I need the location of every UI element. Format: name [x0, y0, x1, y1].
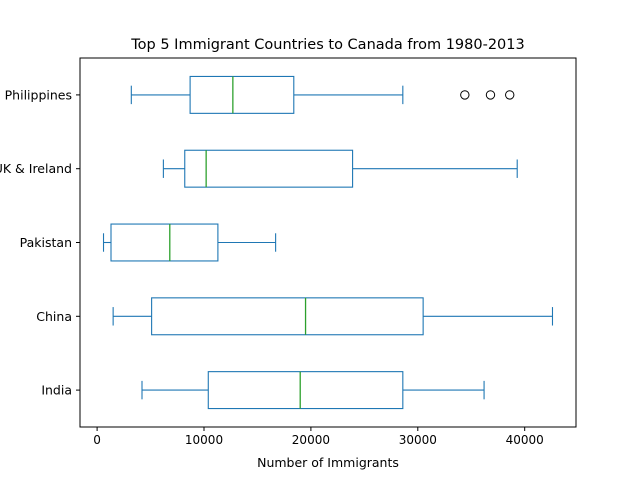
x-tick-label-40000: 40000: [506, 433, 544, 447]
iqr-box-philippines: [189, 75, 295, 114]
outlier-philippines-1: [485, 90, 496, 100]
outlier-philippines-0: [460, 90, 470, 100]
box-philippines: [130, 75, 515, 114]
box-china: [112, 297, 554, 336]
outlier-philippines-2: [505, 90, 515, 100]
y-axis: India China Pakistan UK & Ireland Philippine…: [0, 87, 80, 398]
iqr-box-pakistan: [110, 223, 219, 262]
box-uk-ireland: [162, 149, 518, 188]
x-axis: 0 10000 20000 30000 40000: [93, 427, 544, 447]
iqr-box-india: [207, 371, 404, 410]
box-india: [141, 371, 485, 410]
x-tick-label-30000: 30000: [399, 433, 437, 447]
plot-area: [102, 75, 554, 410]
y-tick-label-uk-ireland: UK & Ireland: [0, 161, 72, 176]
x-tick-label-20000: 20000: [292, 433, 330, 447]
iqr-box-china: [151, 297, 424, 336]
x-tick-label-0: 0: [93, 433, 101, 447]
y-tick-label-india: India: [41, 383, 72, 398]
iqr-box-uk-ireland: [184, 149, 354, 188]
x-tick-label-10000: 10000: [185, 433, 223, 447]
y-tick-label-china: China: [36, 309, 72, 324]
x-axis-label: Number of Immigrants: [257, 455, 399, 470]
y-tick-label-philippines: Philippines: [5, 87, 72, 102]
y-tick-label-pakistan: Pakistan: [20, 235, 72, 250]
box-pakistan: [102, 223, 277, 262]
chart-title: Top 5 Immigrant Countries to Canada from…: [130, 37, 524, 53]
